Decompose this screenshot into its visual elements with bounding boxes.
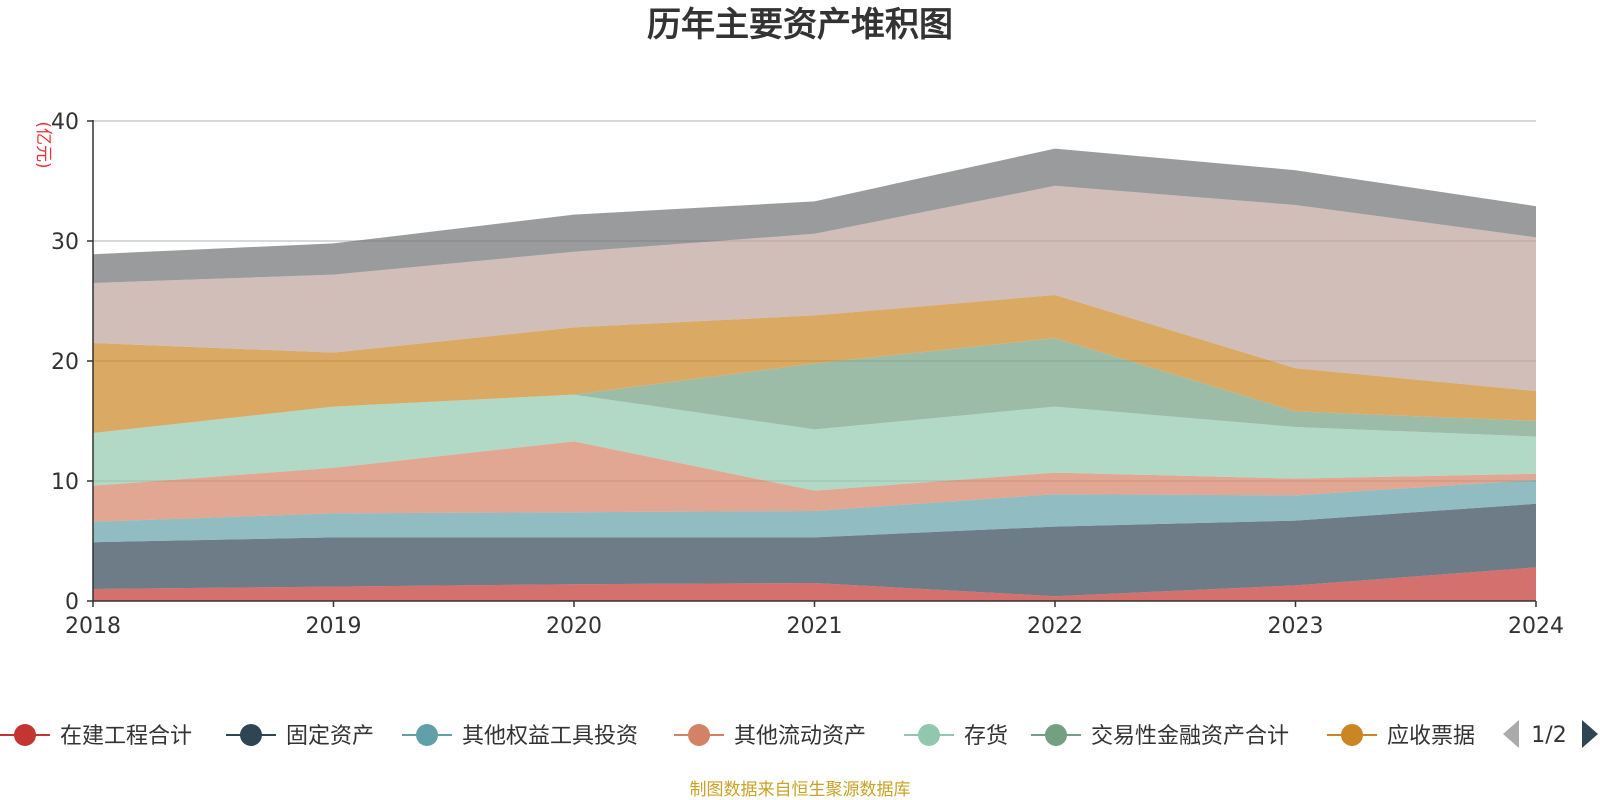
area-series — [93, 148, 1536, 601]
x-tick-label: 2021 — [787, 614, 843, 639]
legend-marker — [14, 724, 36, 746]
area-1 — [93, 567, 1536, 601]
chart-title: 历年主要资产堆积图 — [647, 5, 953, 45]
legend-marker — [240, 724, 262, 746]
legend-label: 交易性金融资产合计 — [1091, 724, 1289, 749]
x-tick-label: 2024 — [1508, 614, 1564, 639]
legend-marker — [1341, 724, 1363, 746]
legend-label: 其他权益工具投资 — [462, 724, 638, 749]
x-tick-label: 2022 — [1027, 614, 1083, 639]
legend-item[interactable]: 存货 — [904, 724, 1008, 749]
legend-label: 应收票据 — [1387, 724, 1475, 749]
area-2 — [93, 503, 1536, 597]
area-6 — [93, 338, 1536, 437]
area-8 — [93, 185, 1536, 391]
axes: 0 10 20 30 40 2018 2019 2020 2021 2022 2023 2024 — [51, 110, 1564, 639]
legend-item[interactable]: 固定资产 — [226, 724, 374, 749]
area-4 — [93, 441, 1536, 522]
legend-next-page-icon[interactable] — [1582, 720, 1598, 748]
legend-marker — [688, 724, 710, 746]
legend-prev-page-icon[interactable] — [1503, 720, 1519, 748]
legend-label: 在建工程合计 — [60, 724, 192, 749]
legend-marker — [416, 724, 438, 746]
legend-item[interactable]: 其他流动资产 — [674, 724, 866, 749]
y-tick-label: 10 — [51, 470, 79, 495]
y-tick-label: 0 — [65, 590, 79, 615]
y-unit-label: (亿元) — [33, 121, 53, 168]
legend-label: 其他流动资产 — [734, 724, 866, 749]
legend-page-indicator: 1/2 — [1531, 723, 1566, 748]
y-tick-label: 40 — [51, 110, 79, 135]
x-tick-label: 2023 — [1268, 614, 1324, 639]
legend-item[interactable]: 在建工程合计 — [0, 724, 192, 749]
y-tick-label: 30 — [51, 230, 79, 255]
x-tick-label: 2020 — [546, 614, 602, 639]
y-tick-label: 20 — [51, 350, 79, 375]
legend-marker — [1045, 724, 1067, 746]
legend-label: 固定资产 — [286, 724, 374, 749]
x-tick-label: 2019 — [306, 614, 362, 639]
area-7 — [93, 295, 1536, 433]
data-source-footer: 制图数据来自恒生聚源数据库 — [690, 780, 911, 800]
legend-pager: 1/2 — [1503, 720, 1598, 748]
x-tick-label: 2018 — [65, 614, 121, 639]
legend-label: 存货 — [964, 724, 1008, 749]
legend-item[interactable]: 应收票据 — [1327, 724, 1475, 749]
legend-item[interactable]: 其他权益工具投资 — [402, 724, 638, 749]
area-9 — [93, 148, 1536, 283]
legend-marker — [918, 724, 940, 746]
legend: 在建工程合计 固定资产 其他权益工具投资 其他流动资产 存货 交易性金融资产合计 应收票据 — [0, 724, 1475, 749]
legend-item[interactable]: 交易性金融资产合计 — [1031, 724, 1289, 749]
area-5 — [93, 394, 1536, 491]
